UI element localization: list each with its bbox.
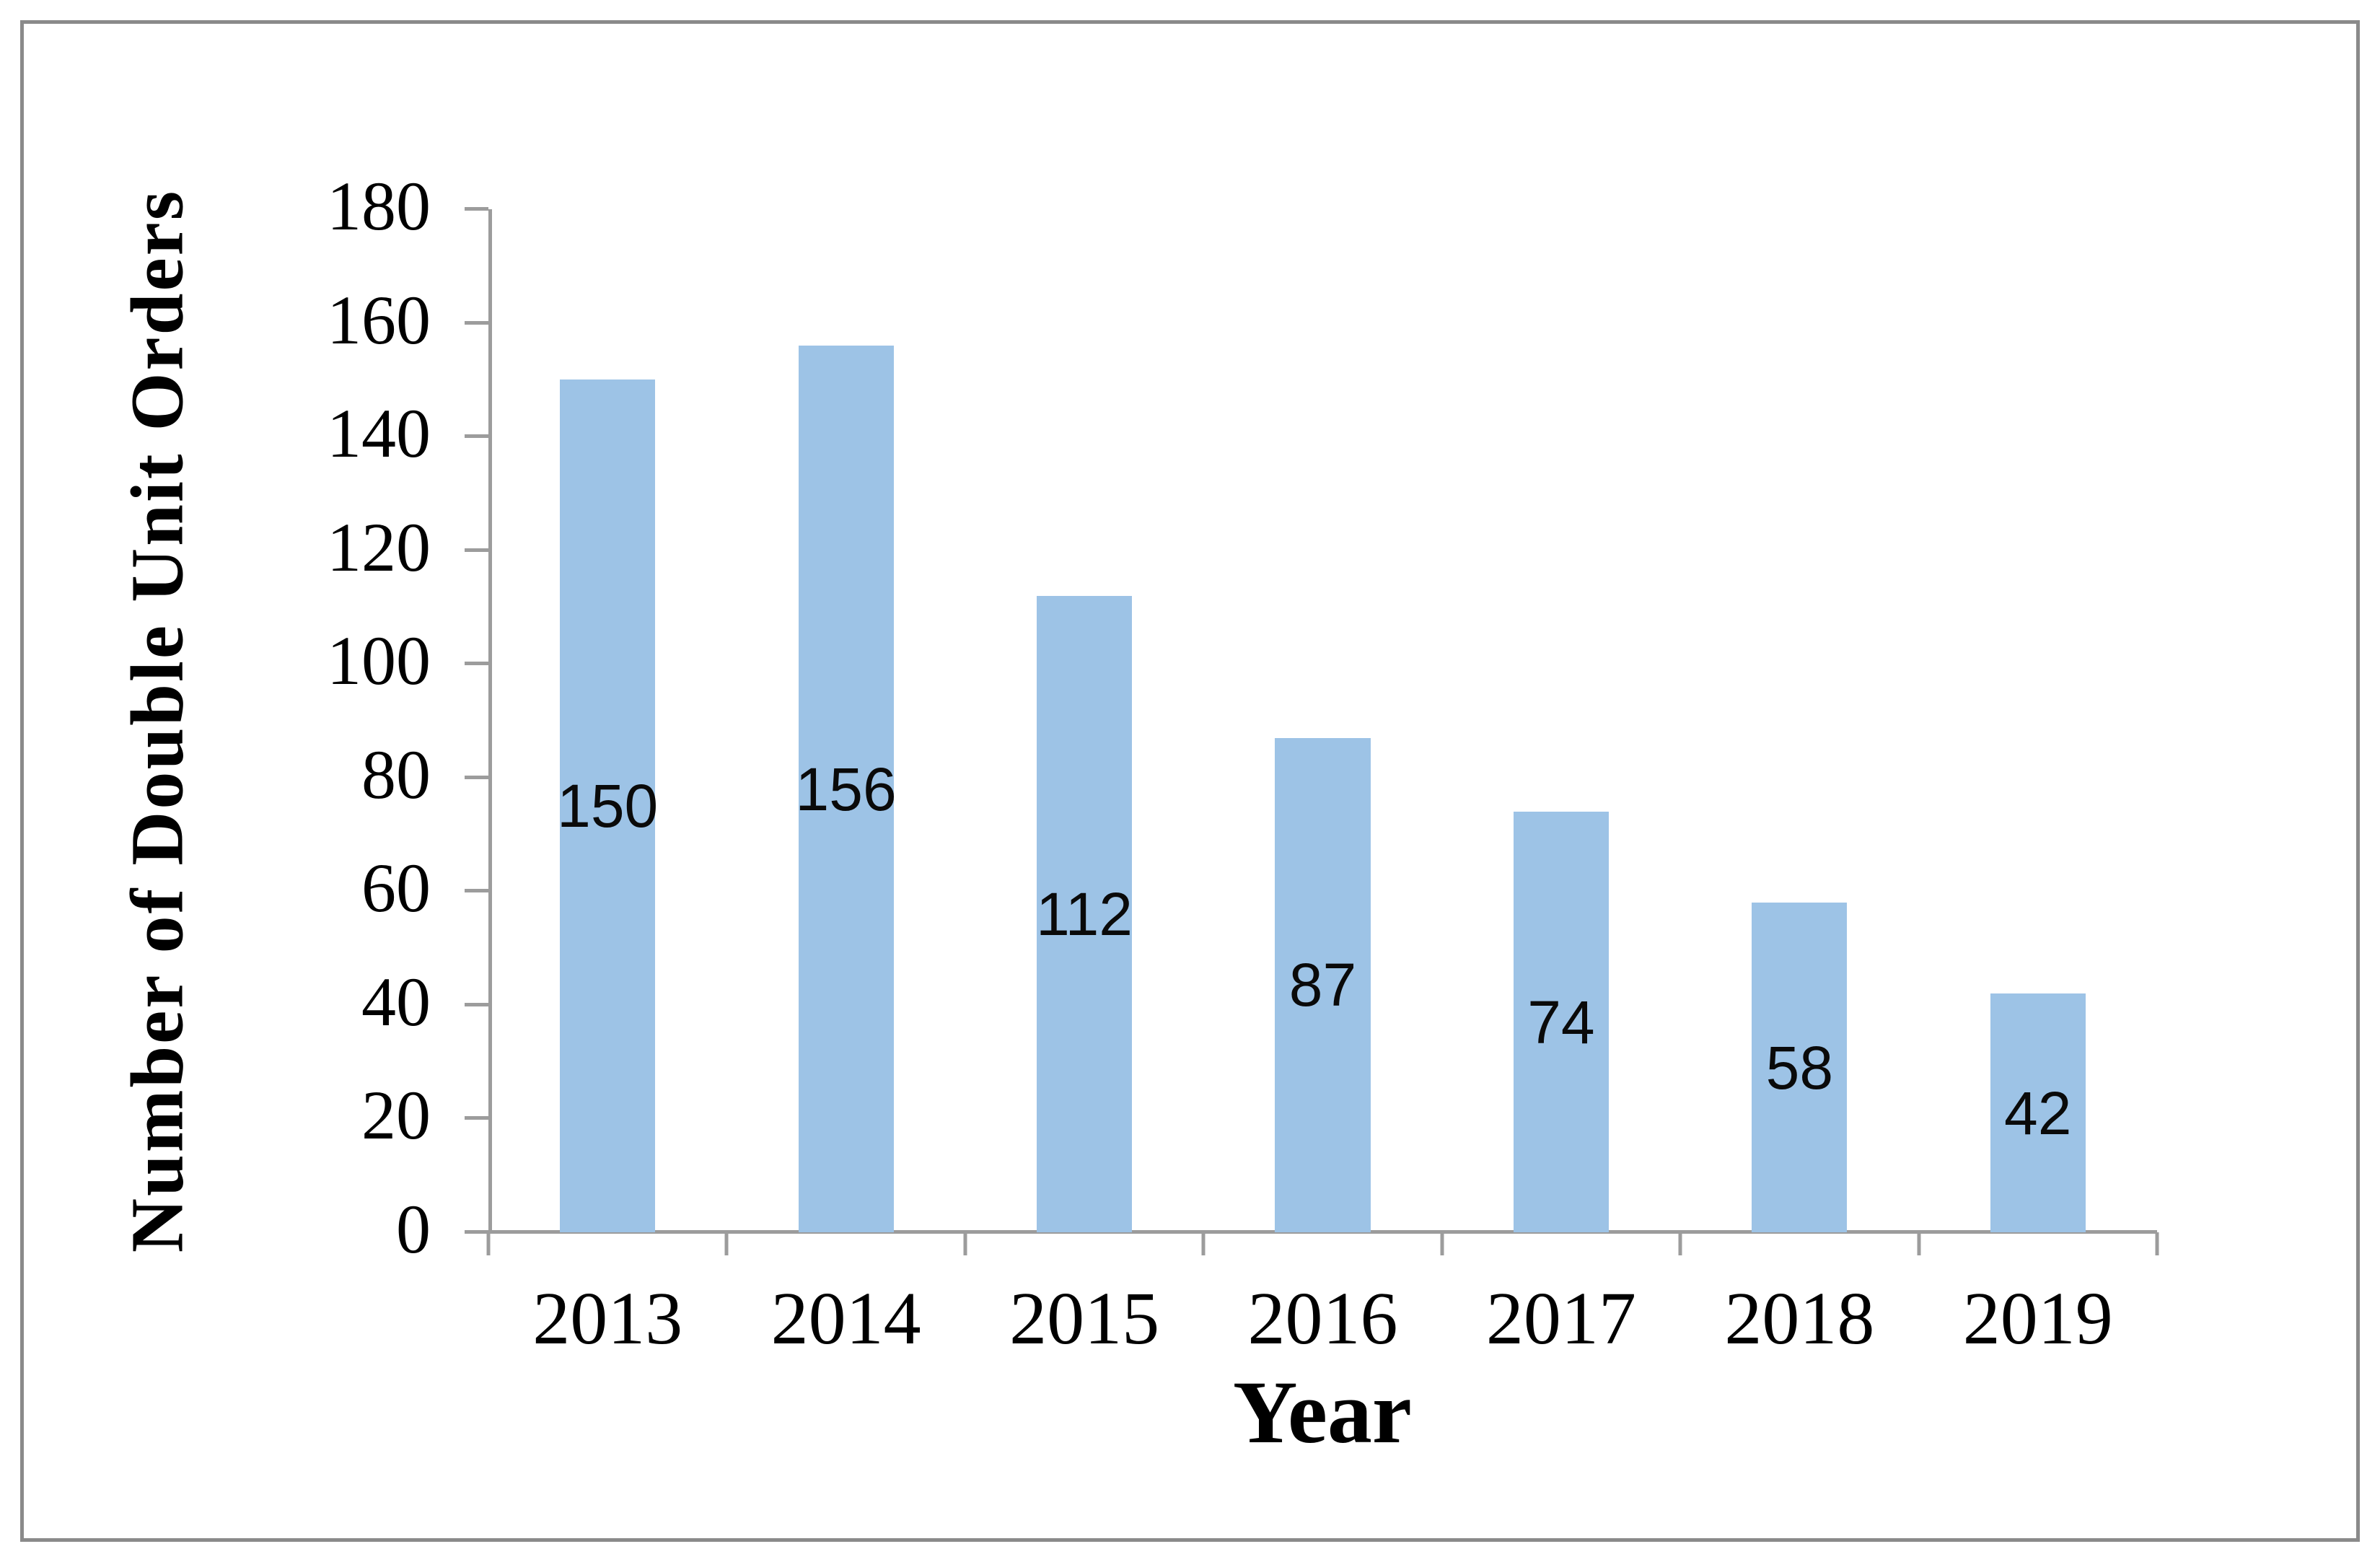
bar: 58 bbox=[1752, 903, 1848, 1232]
bar-value-label: 74 bbox=[1527, 988, 1595, 1056]
y-tick-label: 60 bbox=[361, 849, 431, 927]
y-tick-mark bbox=[465, 1002, 488, 1006]
bar-value-label: 87 bbox=[1288, 951, 1357, 1019]
x-tick-mark bbox=[1678, 1232, 1682, 1255]
plot-area: 0 20 40 60 80 100 120 140 160 180 150 156 112 87 74 58… bbox=[327, 172, 2159, 1360]
bar-value-label: 156 bbox=[795, 755, 897, 823]
y-axis-line bbox=[488, 209, 492, 1232]
y-tick-mark bbox=[465, 775, 488, 779]
bar: 87 bbox=[1275, 737, 1371, 1232]
bar-value-label: 150 bbox=[557, 772, 659, 841]
x-category-label: 2018 bbox=[1724, 1277, 1875, 1360]
y-tick-label: 100 bbox=[327, 622, 431, 700]
x-category-label: 2015 bbox=[1009, 1277, 1160, 1360]
bar: 156 bbox=[795, 346, 897, 1232]
bar: 42 bbox=[1990, 993, 2086, 1232]
x-tick-mark bbox=[963, 1232, 967, 1255]
y-tick-mark bbox=[465, 889, 488, 893]
x-category-label: 2019 bbox=[1962, 1277, 2113, 1360]
x-tick-mark bbox=[486, 1232, 491, 1255]
y-tick-label: 40 bbox=[361, 963, 431, 1041]
bar: 74 bbox=[1513, 812, 1609, 1232]
x-category-label: 2014 bbox=[770, 1277, 921, 1360]
x-tick-mark bbox=[1440, 1232, 1444, 1255]
y-tick-label: 140 bbox=[327, 395, 431, 473]
bar: 150 bbox=[557, 379, 659, 1232]
y-tick-label: 180 bbox=[327, 167, 431, 245]
x-category-label: 2017 bbox=[1485, 1277, 1636, 1360]
y-tick-mark bbox=[465, 320, 488, 325]
bar-value-label: 42 bbox=[2004, 1079, 2072, 1147]
y-tick-mark bbox=[465, 548, 488, 552]
x-category-label: 2013 bbox=[532, 1277, 683, 1360]
x-axis-title: Year bbox=[1233, 1363, 1412, 1462]
x-tick-mark bbox=[1917, 1232, 1921, 1255]
x-category-label: 2016 bbox=[1247, 1277, 1398, 1360]
y-tick-mark bbox=[465, 434, 488, 439]
y-tick-mark bbox=[465, 662, 488, 666]
y-tick-label: 0 bbox=[396, 1190, 431, 1268]
y-tick-mark bbox=[465, 207, 488, 211]
y-tick-label: 120 bbox=[327, 508, 431, 586]
y-tick-label: 80 bbox=[361, 735, 431, 813]
y-tick-mark bbox=[465, 1230, 488, 1234]
bar-value-label: 58 bbox=[1765, 1033, 1834, 1102]
bar-value-label: 112 bbox=[1036, 879, 1133, 948]
bar: 112 bbox=[1036, 595, 1133, 1232]
y-tick-label: 20 bbox=[361, 1076, 431, 1154]
y-tick-label: 160 bbox=[327, 281, 431, 359]
y-tick-mark bbox=[465, 1116, 488, 1120]
y-axis-title: Number of Double Unit Orders bbox=[115, 188, 199, 1253]
figure-frame bbox=[20, 20, 2360, 1542]
x-tick-mark bbox=[2155, 1232, 2159, 1255]
x-tick-mark bbox=[724, 1232, 729, 1255]
x-tick-mark bbox=[1201, 1232, 1206, 1255]
